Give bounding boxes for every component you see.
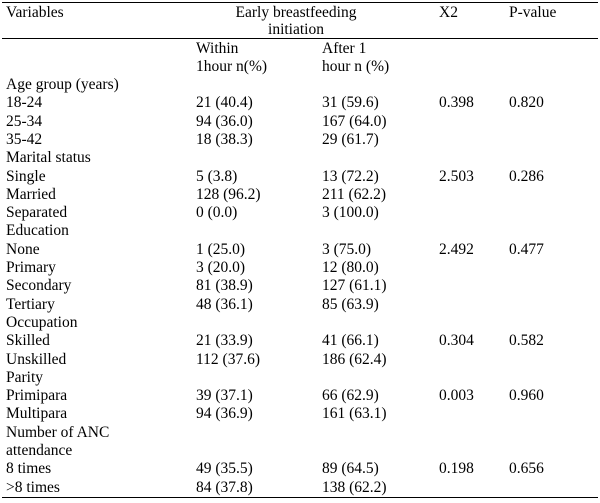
subheader-within-line2: 1hour n(%) xyxy=(196,58,268,75)
row-label: Secondary xyxy=(6,277,72,294)
row-after: 3 (100.0) xyxy=(322,204,379,221)
row-within: 18 (38.3) xyxy=(196,131,253,148)
row-label: Primipara xyxy=(6,387,68,404)
row-label: 8 times xyxy=(6,460,52,477)
table-bottom-rule xyxy=(2,497,598,498)
row-after: 167 (64.0) xyxy=(322,113,387,130)
row-label: Occupation xyxy=(6,314,78,331)
row-after: 12 (80.0) xyxy=(322,259,379,276)
header-variables: Variables xyxy=(6,4,64,21)
row-within: 112 (37.6) xyxy=(196,351,260,368)
row-after: 66 (62.9) xyxy=(322,387,379,404)
row-x2: 0.003 xyxy=(439,387,474,404)
subheader-after-line2: hour n (%) xyxy=(322,58,390,75)
row-x2: 0.304 xyxy=(439,332,474,349)
subheader-within-line1: Within xyxy=(196,40,239,57)
row-label: >8 times xyxy=(6,479,60,496)
row-within: 128 (96.2) xyxy=(196,186,261,203)
row-x2: 0.198 xyxy=(439,460,474,477)
row-after: 3 (75.0) xyxy=(322,241,372,258)
row-label: attendance xyxy=(6,442,73,459)
row-after: 211 (62.2) xyxy=(322,186,386,203)
row-within: 81 (38.9) xyxy=(196,277,253,294)
row-after: 186 (62.4) xyxy=(322,351,387,368)
row-within: 48 (36.1) xyxy=(196,296,253,313)
row-label: Unskilled xyxy=(6,351,67,368)
row-label: Parity xyxy=(6,369,44,386)
row-label: None xyxy=(6,241,40,258)
row-after: 29 (61.7) xyxy=(322,131,379,148)
row-label: 25-34 xyxy=(6,113,43,130)
row-after: 138 (62.2) xyxy=(322,479,387,496)
row-label: 35-42 xyxy=(6,131,43,148)
row-pvalue: 0.477 xyxy=(509,241,544,258)
row-after: 127 (61.1) xyxy=(322,277,387,294)
row-after: 85 (63.9) xyxy=(322,296,379,313)
row-within: 94 (36.0) xyxy=(196,113,253,130)
row-x2: 2.492 xyxy=(439,241,474,258)
row-pvalue: 0.820 xyxy=(509,94,544,111)
row-x2: 2.503 xyxy=(439,168,474,185)
row-label: Single xyxy=(6,168,46,185)
row-within: 21 (33.9) xyxy=(196,332,253,349)
header-bottom-rule xyxy=(2,38,598,39)
row-label: Married xyxy=(6,186,56,203)
header-early-breastfeeding-line2: initiation xyxy=(268,21,324,38)
row-label: 18-24 xyxy=(6,94,43,111)
row-label: Multipara xyxy=(6,405,68,422)
row-after: 161 (63.1) xyxy=(322,405,387,422)
row-label: Education xyxy=(6,222,69,239)
header-pvalue: P-value xyxy=(509,4,557,21)
row-after: 41 (66.1) xyxy=(322,332,379,349)
row-within: 5 (3.8) xyxy=(196,168,238,185)
row-after: 89 (64.5) xyxy=(322,460,379,477)
subheader-after-line1: After 1 xyxy=(322,40,367,57)
row-within: 84 (37.8) xyxy=(196,479,253,496)
row-label: Primary xyxy=(6,259,56,276)
row-within: 0 (0.0) xyxy=(196,204,238,221)
row-after: 31 (59.6) xyxy=(322,94,379,111)
row-label: Number of ANC xyxy=(6,424,110,441)
row-pvalue: 0.656 xyxy=(509,460,544,477)
row-label: Skilled xyxy=(6,332,50,349)
row-x2: 0.398 xyxy=(439,94,474,111)
row-label: Separated xyxy=(6,204,68,221)
row-within: 49 (35.5) xyxy=(196,460,253,477)
row-within: 21 (40.4) xyxy=(196,94,253,111)
row-within: 3 (20.0) xyxy=(196,259,246,276)
header-early-breastfeeding-line1: Early breastfeeding xyxy=(235,4,357,21)
row-within: 39 (37.1) xyxy=(196,387,253,404)
row-pvalue: 0.286 xyxy=(509,168,544,185)
row-label: Age group (years) xyxy=(6,76,119,93)
row-pvalue: 0.960 xyxy=(509,387,544,404)
row-within: 1 (25.0) xyxy=(196,241,246,258)
table-top-rule xyxy=(2,2,598,3)
row-within: 94 (36.9) xyxy=(196,405,253,422)
row-pvalue: 0.582 xyxy=(509,332,544,349)
header-x2: X2 xyxy=(439,4,458,21)
row-label: Marital status xyxy=(6,149,91,166)
row-label: Tertiary xyxy=(6,296,55,313)
row-after: 13 (72.2) xyxy=(322,168,379,185)
